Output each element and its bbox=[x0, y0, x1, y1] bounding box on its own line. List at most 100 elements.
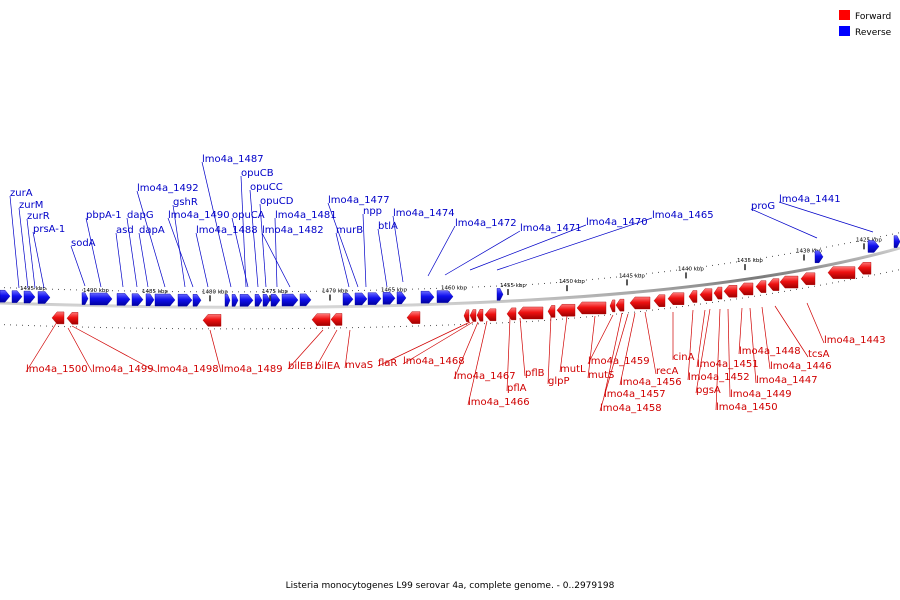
forward-gene-arrow[interactable] bbox=[767, 278, 780, 291]
reverse-gene-arrow[interactable] bbox=[81, 292, 89, 305]
reverse-gene-arrow[interactable] bbox=[239, 294, 254, 307]
forward-gene-label[interactable]: mvaS bbox=[345, 360, 373, 371]
reverse-gene-arrow[interactable] bbox=[270, 293, 281, 307]
forward-gene-arrow[interactable] bbox=[629, 296, 651, 310]
forward-gene-label[interactable]: lmo4a_1499 bbox=[92, 364, 154, 375]
reverse-gene-label[interactable]: zurA bbox=[10, 188, 33, 199]
forward-gene-arrow[interactable] bbox=[469, 309, 477, 322]
forward-gene-arrow[interactable] bbox=[609, 299, 616, 313]
forward-gene-arrow[interactable] bbox=[506, 307, 517, 321]
reverse-gene-arrow[interactable] bbox=[496, 288, 504, 301]
reverse-gene-arrow[interactable] bbox=[382, 292, 396, 305]
reverse-gene-label[interactable]: lmo4a_1477 bbox=[328, 195, 390, 206]
forward-gene-arrow[interactable] bbox=[476, 309, 484, 322]
forward-gene-label[interactable]: lmo4a_1446 bbox=[770, 361, 832, 372]
forward-gene-label[interactable]: bilEA bbox=[315, 361, 340, 372]
forward-gene-label[interactable]: mutL bbox=[560, 364, 586, 375]
reverse-gene-label[interactable]: btlA bbox=[378, 221, 398, 232]
reverse-gene-arrow[interactable] bbox=[867, 240, 880, 253]
forward-gene-arrow[interactable] bbox=[66, 312, 79, 325]
forward-gene-label[interactable]: bilEB bbox=[288, 361, 313, 372]
forward-gene-arrow[interactable] bbox=[755, 280, 767, 293]
forward-gene-label[interactable]: mutS bbox=[588, 370, 614, 381]
reverse-gene-label[interactable]: dapG bbox=[127, 210, 154, 221]
reverse-gene-arrow[interactable] bbox=[420, 290, 435, 304]
forward-gene-arrow[interactable] bbox=[653, 294, 666, 307]
reverse-gene-label[interactable]: lmo4a_1488 bbox=[196, 225, 258, 236]
reverse-gene-label[interactable]: opuCC bbox=[250, 182, 283, 193]
forward-gene-arrow[interactable] bbox=[463, 309, 470, 322]
forward-gene-arrow[interactable] bbox=[688, 290, 698, 303]
reverse-gene-arrow[interactable] bbox=[23, 290, 36, 304]
forward-gene-label[interactable]: lmo4a_1450 bbox=[716, 402, 778, 413]
forward-gene-arrow[interactable] bbox=[484, 308, 497, 322]
reverse-gene-label[interactable]: zurM bbox=[19, 200, 43, 211]
forward-gene-label[interactable]: flaR bbox=[378, 358, 397, 369]
forward-gene-label[interactable]: glpP bbox=[548, 376, 570, 387]
forward-gene-arrow[interactable] bbox=[547, 305, 556, 318]
forward-gene-arrow[interactable] bbox=[406, 311, 421, 324]
forward-gene-label[interactable]: cinA bbox=[673, 352, 695, 363]
reverse-gene-label[interactable]: lmo4a_1472 bbox=[455, 218, 517, 229]
reverse-gene-label[interactable]: lmo4a_1492 bbox=[137, 183, 199, 194]
reverse-gene-label[interactable]: dapA bbox=[139, 225, 165, 236]
reverse-gene-label[interactable]: opuCD bbox=[260, 196, 294, 207]
forward-gene-arrow[interactable] bbox=[713, 286, 723, 300]
reverse-gene-label[interactable]: lmo4a_1441 bbox=[779, 194, 841, 205]
forward-gene-label[interactable]: lmo4a_1458 bbox=[600, 403, 662, 414]
reverse-gene-arrow[interactable] bbox=[814, 250, 824, 264]
forward-gene-arrow[interactable] bbox=[576, 301, 607, 315]
reverse-gene-arrow[interactable] bbox=[224, 294, 231, 307]
forward-gene-arrow[interactable] bbox=[779, 275, 799, 289]
reverse-gene-label[interactable]: lmo4a_1490 bbox=[168, 210, 230, 221]
reverse-gene-label[interactable]: opuCB bbox=[241, 168, 274, 179]
forward-gene-arrow[interactable] bbox=[311, 313, 331, 326]
reverse-gene-arrow[interactable] bbox=[354, 292, 368, 306]
reverse-gene-label[interactable]: asd bbox=[116, 225, 134, 236]
reverse-gene-label[interactable]: prsA-1 bbox=[33, 224, 65, 235]
forward-gene-label[interactable]: lmo4a_1443 bbox=[824, 335, 886, 346]
forward-gene-arrow[interactable] bbox=[556, 304, 576, 317]
forward-gene-arrow[interactable] bbox=[330, 313, 343, 326]
forward-gene-arrow[interactable] bbox=[857, 262, 872, 275]
forward-gene-label[interactable]: tcsA bbox=[808, 349, 830, 360]
forward-gene-arrow[interactable] bbox=[615, 298, 625, 312]
forward-gene-label[interactable]: lmo4a_1448 bbox=[739, 346, 801, 357]
reverse-gene-label[interactable]: gshR bbox=[173, 197, 198, 208]
forward-gene-arrow[interactable] bbox=[51, 311, 65, 325]
reverse-gene-label[interactable]: npp bbox=[363, 206, 382, 217]
forward-gene-label[interactable]: lmo4a_1489 bbox=[221, 364, 283, 375]
forward-gene-arrow[interactable] bbox=[800, 272, 816, 285]
reverse-gene-arrow[interactable] bbox=[37, 291, 51, 304]
reverse-gene-arrow[interactable] bbox=[89, 292, 113, 306]
reverse-gene-label[interactable]: proG bbox=[751, 201, 775, 212]
reverse-gene-arrow[interactable] bbox=[192, 294, 202, 307]
reverse-gene-arrow[interactable] bbox=[254, 294, 263, 307]
reverse-gene-label[interactable]: sodA bbox=[71, 238, 96, 249]
forward-gene-label[interactable]: lmo4a_1459 bbox=[588, 356, 650, 367]
reverse-gene-label[interactable]: lmo4a_1481 bbox=[275, 210, 337, 221]
forward-gene-label[interactable]: pflA bbox=[507, 383, 527, 394]
forward-gene-label[interactable]: lmo4a_1500 bbox=[26, 364, 88, 375]
forward-gene-label[interactable]: pgsA bbox=[696, 385, 721, 396]
forward-gene-arrow[interactable] bbox=[699, 288, 713, 301]
forward-gene-arrow[interactable] bbox=[202, 314, 222, 327]
reverse-gene-label[interactable]: zurR bbox=[27, 211, 50, 222]
forward-gene-label[interactable]: recA bbox=[656, 366, 679, 377]
forward-gene-arrow[interactable] bbox=[827, 266, 856, 279]
forward-gene-arrow[interactable] bbox=[723, 285, 738, 298]
reverse-gene-arrow[interactable] bbox=[145, 293, 155, 307]
reverse-gene-arrow[interactable] bbox=[177, 293, 193, 307]
forward-gene-arrow[interactable] bbox=[517, 306, 544, 320]
forward-gene-label[interactable]: lmo4a_1468 bbox=[403, 356, 465, 367]
forward-gene-label[interactable]: lmo4a_1467 bbox=[454, 371, 516, 382]
forward-gene-arrow[interactable] bbox=[738, 282, 754, 296]
forward-gene-label[interactable]: lmo4a_1457 bbox=[604, 389, 666, 400]
reverse-gene-arrow[interactable] bbox=[231, 294, 239, 307]
reverse-gene-arrow[interactable] bbox=[396, 291, 407, 305]
reverse-gene-arrow[interactable] bbox=[11, 290, 23, 303]
reverse-gene-label[interactable]: lmo4a_1482 bbox=[262, 225, 324, 236]
reverse-gene-arrow[interactable] bbox=[281, 293, 299, 307]
reverse-gene-label[interactable]: lmo4a_1465 bbox=[652, 210, 714, 221]
forward-gene-label[interactable]: lmo4a_1447 bbox=[756, 375, 818, 386]
